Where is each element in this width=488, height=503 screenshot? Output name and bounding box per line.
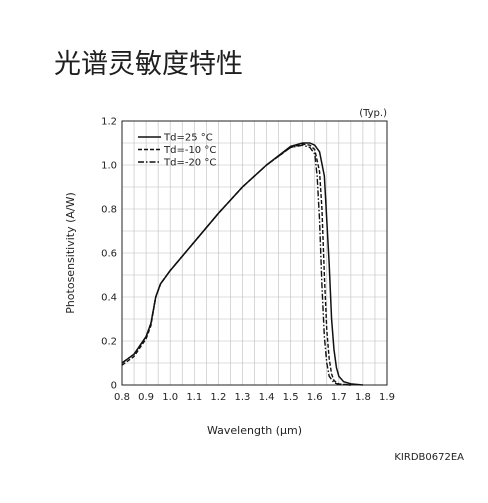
x-tick-label: 1.3 bbox=[235, 392, 251, 403]
y-tick-label: 0.4 bbox=[101, 293, 117, 304]
legend-label-1: Td=25 °C bbox=[163, 133, 213, 144]
chart-legend: Td=25 °CTd=-10 °C Td=-20 °C bbox=[138, 133, 216, 169]
y-tick-label: 1.2 bbox=[101, 117, 117, 128]
x-tick-label: 1.7 bbox=[331, 392, 347, 403]
series-line-2 bbox=[121, 143, 351, 386]
y-axis-label: Photosensitivity (A/W) bbox=[64, 192, 77, 314]
x-tick-label: 0.9 bbox=[138, 392, 154, 403]
y-axis-ticks: 0 0.2 0.4 0.6 0.8 1.0 1.2 bbox=[101, 117, 117, 392]
x-tick-label: 1.4 bbox=[259, 392, 275, 403]
plot-frame bbox=[121, 120, 388, 386]
y-tick-label: 0.8 bbox=[101, 205, 117, 216]
legend-label-3: Td=-20 °C bbox=[163, 158, 216, 169]
y-tick-label: 0.6 bbox=[101, 249, 117, 260]
x-tick-label: 1.2 bbox=[210, 392, 226, 403]
chart-grid bbox=[122, 121, 387, 385]
chart-series bbox=[121, 142, 363, 386]
y-tick-label: 0.2 bbox=[101, 337, 117, 348]
page-title: 光谱灵敏度特性 bbox=[54, 49, 243, 80]
x-tick-label: 1.8 bbox=[355, 392, 371, 403]
x-tick-label: 1.1 bbox=[186, 392, 202, 403]
x-tick-label: 0.8 bbox=[114, 392, 130, 403]
y-tick-label: 0 bbox=[111, 381, 117, 392]
x-tick-label: 1.0 bbox=[162, 392, 178, 403]
typ-note: (Typ.) bbox=[359, 108, 387, 119]
x-tick-label: 1.9 bbox=[379, 392, 395, 403]
x-tick-label: 1.5 bbox=[283, 392, 299, 403]
legend-label-2: Td=-10 °C bbox=[163, 145, 216, 156]
y-tick-label: 1.0 bbox=[101, 161, 117, 172]
x-axis-label: Wavelength (μm) bbox=[207, 424, 302, 437]
reference-code: KIRDB0672EA bbox=[394, 452, 464, 463]
x-tick-label: 1.6 bbox=[307, 392, 323, 403]
series-line-3 bbox=[121, 144, 351, 386]
x-axis-ticks: 0.8 0.9 1.0 1.1 1.2 1.3 1.4 1.5 1.6 1.7 1.8 1.9 bbox=[114, 392, 395, 403]
